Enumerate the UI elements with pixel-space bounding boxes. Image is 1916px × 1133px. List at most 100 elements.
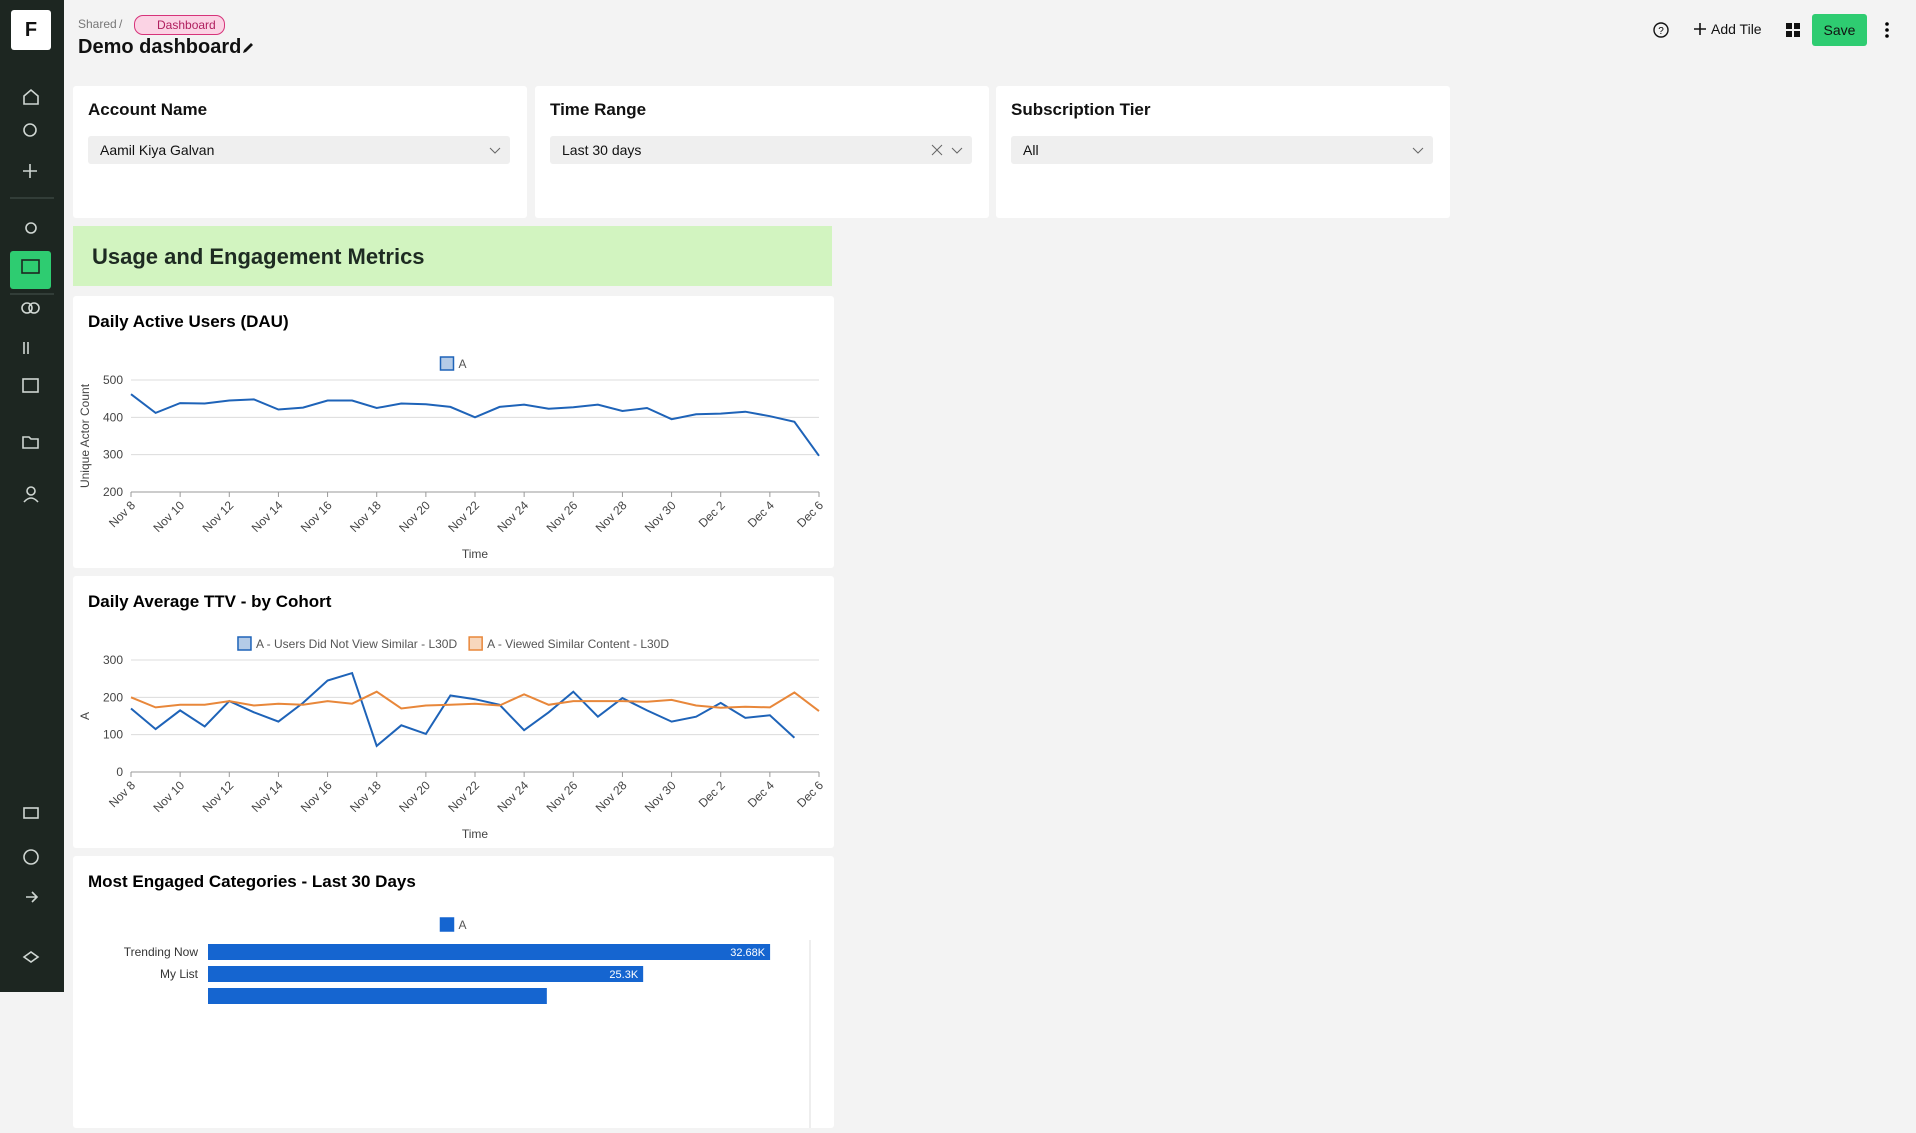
bar-value-label: 25.3K (609, 969, 638, 981)
logo[interactable]: F (11, 10, 51, 50)
filter-tile: Subscription Tier All (996, 86, 1450, 218)
metrics-icon[interactable] (23, 342, 29, 354)
chart-tile: Daily Average TTV - by Cohort A - Users D… (73, 576, 834, 848)
sidebar: F (0, 0, 64, 992)
svg-text:?: ? (1658, 26, 1664, 37)
active-nav[interactable] (10, 251, 51, 289)
x-tick-label: Nov 16 (298, 778, 335, 815)
x-tick-label: Nov 30 (642, 498, 679, 535)
y-tick-label: 100 (103, 728, 123, 742)
x-tick-label: Nov 26 (544, 498, 581, 535)
y-tick-label: 500 (103, 373, 123, 387)
help-icon[interactable] (23, 849, 39, 865)
line-series (130, 690, 820, 712)
x-tick-label: Nov 12 (200, 778, 237, 815)
x-tick-label: Nov 28 (593, 778, 630, 815)
dashboard-tag[interactable]: Dashboard (134, 15, 225, 35)
filter-select[interactable]: Last 30 days (550, 136, 972, 164)
dropdown-icon (1412, 147, 1424, 154)
chart: Daily Active Users (DAU) A 200 300 400 500 Nov… (78, 312, 826, 561)
x-tick-label: Nov 22 (445, 778, 482, 815)
x-tick-label: Dec 2 (696, 778, 728, 810)
home-icon[interactable] (23, 88, 39, 105)
add-tile-button[interactable]: Add Tile (1711, 21, 1762, 37)
legend-swatch (468, 636, 483, 651)
line-series (130, 671, 796, 748)
y-tick-label: 300 (103, 653, 123, 667)
legend: A - Users Did Not View Similar - L30D A -… (237, 636, 669, 651)
x-tick-label: Nov 22 (445, 498, 482, 535)
filter-tile: Time Range Last 30 days (535, 86, 989, 218)
bar (208, 966, 644, 982)
line-series (130, 393, 820, 457)
x-tick-label: Nov 14 (249, 498, 286, 535)
chevron (1412, 147, 1424, 154)
y-tick-label: 300 (103, 448, 123, 462)
y-tick-label: 400 (103, 410, 123, 424)
x-tick-label: Dec 2 (696, 498, 728, 530)
edit-icon[interactable] (240, 40, 256, 56)
section-title: Usage and Engagement Metrics (92, 244, 425, 269)
x-tick-label: Nov 16 (298, 498, 335, 535)
x-tick-label: Nov 24 (494, 498, 531, 535)
x-tick-label: Nov 30 (642, 778, 679, 815)
legend-swatch (439, 356, 455, 371)
compare-icon[interactable] (21, 302, 33, 314)
dashboard-title[interactable]: Demo dashboard (78, 36, 242, 58)
x-tick-label: Nov 18 (347, 778, 384, 815)
y-axis-label: Unique Actor Count (78, 383, 92, 488)
legend-label: A (458, 918, 466, 932)
y-tick-label: Trending Now (124, 945, 199, 959)
bar (208, 944, 771, 960)
legend-label: A - Viewed Similar Content - L30D (487, 637, 669, 651)
legend: A (439, 356, 467, 371)
y-tick-label: 200 (103, 690, 123, 704)
x-tick-label: Nov 20 (396, 778, 433, 815)
legend-swatch (439, 917, 455, 932)
chart: Most Engaged Categories - Last 30 Days A T… (88, 872, 811, 1128)
x-tick-label: Dec 6 (794, 498, 826, 530)
save-button[interactable]: Save (1812, 14, 1867, 46)
filter-select[interactable]: Aamil Kiya Galvan (88, 136, 510, 164)
filter-select[interactable]: All (1011, 136, 1433, 164)
new-icon[interactable] (23, 164, 37, 178)
chevron (489, 147, 501, 154)
breadcrumb-separator: / (119, 17, 123, 31)
x-tick-label: Nov 28 (593, 498, 630, 535)
x-tick-label: Nov 14 (249, 778, 286, 815)
charts-icon[interactable] (22, 378, 39, 393)
help-button[interactable]: ? (1652, 21, 1670, 39)
folder-icon[interactable] (22, 436, 39, 449)
clear-icon (931, 144, 943, 156)
breadcrumb[interactable]: Shared (78, 17, 117, 31)
data-icon[interactable] (23, 807, 39, 819)
x-tick-label: Nov 18 (347, 498, 384, 535)
filter-label: Subscription Tier (1011, 100, 1151, 119)
layout-button[interactable] (1784, 21, 1802, 39)
y-tick-label: 200 (103, 485, 123, 499)
insights-icon[interactable] (25, 222, 37, 234)
filter-label: Account Name (88, 100, 208, 119)
y-axis-label: A (78, 712, 92, 720)
legend-label: A (458, 357, 466, 371)
brand-icon (22, 951, 40, 963)
x-tick-label: Dec 4 (745, 778, 777, 810)
chart-title: Daily Average TTV - by Cohort (88, 592, 332, 611)
bar (208, 988, 547, 1004)
add-icon[interactable] (1693, 22, 1707, 36)
x-tick-label: Nov 12 (200, 498, 237, 535)
user-icon[interactable] (26, 486, 36, 496)
x-tick-label: Nov 10 (150, 498, 187, 535)
y-tick-label: 0 (116, 765, 123, 779)
nav-icons (10, 88, 54, 963)
dropdown-icon (489, 147, 501, 154)
chart-title: Most Engaged Categories - Last 30 Days (88, 872, 416, 891)
x-tick-label: Nov 10 (150, 778, 187, 815)
search-icon[interactable] (23, 123, 37, 137)
more-button[interactable] (1880, 20, 1894, 40)
logout-icon[interactable] (26, 891, 39, 903)
y-tick-label: My List (160, 967, 199, 981)
cross (931, 144, 943, 156)
legend-swatch (237, 636, 252, 651)
legend-label: A - Users Did Not View Similar - L30D (256, 637, 458, 651)
